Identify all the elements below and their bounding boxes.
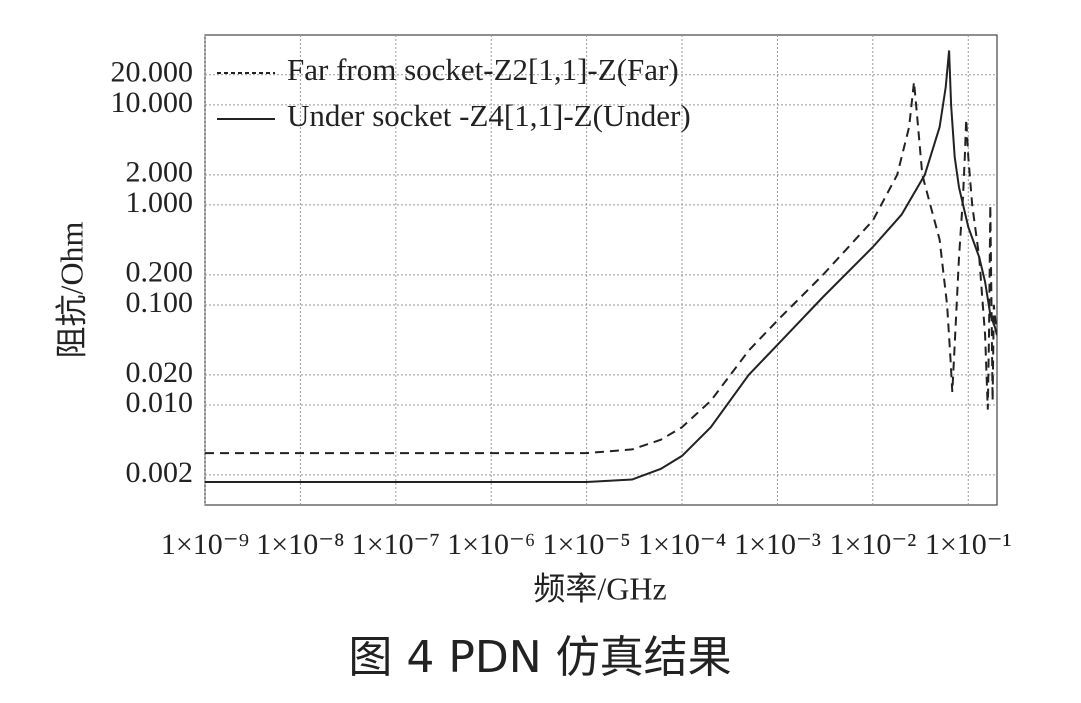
- y-tick-label: 0.100: [126, 286, 194, 319]
- x-tick-label: 1×10⁻³: [734, 528, 821, 561]
- y-tick-label: 0.020: [126, 356, 194, 389]
- labels: 1×10⁻⁹ 1×10⁻⁸ 1×10⁻⁷ 1×10⁻⁶ 1×10⁻⁵ 1×10⁻⁴ 1×10…: [111, 52, 1012, 561]
- y-tick-label: 10.000: [111, 86, 194, 119]
- legend-label: Far from socket-Z2[1,1]-Z(Far): [287, 52, 679, 87]
- x-tick-label: 1×10⁻²: [829, 528, 916, 561]
- x-tick-label: 1×10⁻⁸: [256, 528, 344, 561]
- y-tick-label: 0.010: [126, 386, 194, 419]
- x-axis-title: 频率/GHz: [533, 570, 666, 606]
- x-tick-label: 1×10⁻⁶: [447, 528, 535, 561]
- y-tick-label: 0.200: [126, 256, 194, 289]
- x-tick-label: 1×10⁻⁴: [638, 528, 726, 561]
- grid: [204, 35, 997, 505]
- x-tick-label: 1×10⁻⁷: [352, 528, 440, 561]
- y-tick-label: 2.000: [126, 156, 194, 189]
- y-tick-label: 0.002: [126, 456, 194, 489]
- x-tick-label: 1×10⁻¹: [925, 528, 1012, 561]
- plot-frame: [204, 34, 998, 506]
- legend-label: Under socket -Z4[1,1]-Z(Under): [287, 98, 691, 133]
- x-tick-label: 1×10⁻⁵: [543, 528, 631, 561]
- caption: 图 4 PDN 仿真结果: [348, 632, 731, 683]
- y-tick-label: 20.000: [111, 56, 194, 89]
- y-axis-title: 阻抗/Ohm: [53, 221, 89, 358]
- x-tick-label: 1×10⁻⁹: [161, 528, 249, 561]
- y-tick-label: 1.000: [126, 186, 194, 219]
- series-line: [205, 50, 997, 483]
- lines: [205, 50, 997, 483]
- series-line: [205, 81, 997, 455]
